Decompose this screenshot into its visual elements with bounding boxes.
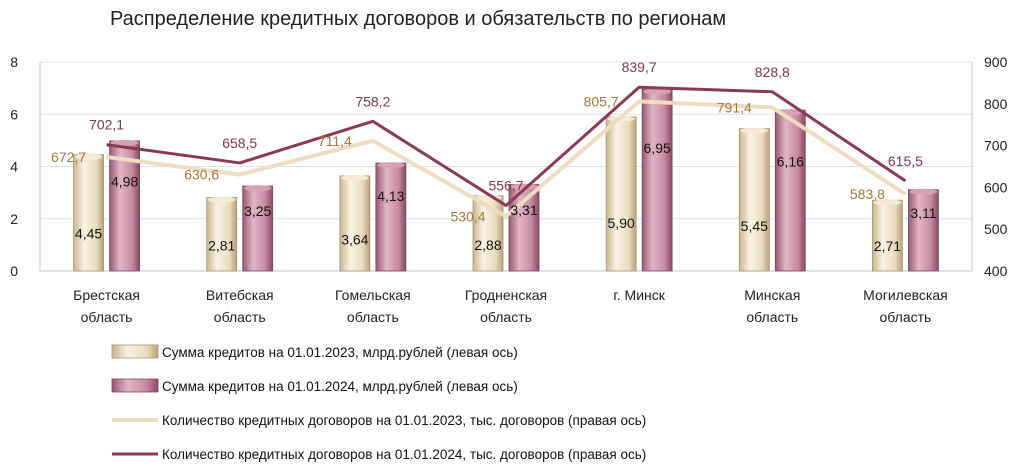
bar-value-label: 3,25 [244, 203, 271, 219]
legend-swatch [111, 378, 159, 393]
bar-value-label: 6,95 [644, 140, 671, 156]
line-value-label: 711,4 [318, 133, 352, 149]
left-tick-label: 0 [10, 263, 18, 279]
bar [872, 199, 903, 272]
legend-label: Сумма кредитов на 01.01.2024, млрд.рубле… [162, 379, 518, 394]
bar-cap [340, 174, 369, 181]
legend: Сумма кредитов на 01.01.2023, млрд.рубле… [111, 344, 646, 462]
left-tick-label: 2 [10, 211, 18, 227]
chart-title: Распределение кредитных договоров и обяз… [110, 8, 726, 30]
line-value-label: 805,7 [584, 93, 619, 109]
category-label: область [746, 309, 798, 325]
bar-cap [740, 127, 769, 134]
category-label: Гродненская [465, 287, 547, 303]
right-tick-label: 600 [984, 179, 1008, 195]
right-tick-label: 900 [984, 54, 1008, 70]
bar-value-label: 2,81 [208, 237, 235, 253]
bar-cap [376, 162, 405, 169]
bar-value-label: 4,98 [111, 173, 138, 189]
line-series-2023 [106, 99, 907, 219]
category-label: Минская [744, 287, 800, 303]
right-tick-label: 700 [984, 138, 1008, 154]
category-label: Брестская [73, 287, 140, 303]
right-tick-label: 400 [984, 263, 1008, 279]
bar [908, 189, 939, 272]
bar-value-label: 5,45 [741, 218, 768, 234]
bar-value-label: 4,45 [75, 225, 102, 241]
legend-swatch [111, 344, 159, 359]
line-value-label: 615,5 [888, 153, 923, 169]
category-label: область [480, 309, 532, 325]
legend-label: Количество кредитных договоров на 01.01.… [162, 447, 646, 462]
line-value-label: 530,4 [450, 208, 485, 224]
legend-label: Сумма кредитов на 01.01.2023, млрд.рубле… [162, 345, 518, 360]
gridlines [40, 61, 972, 272]
legend-label: Количество кредитных договоров на 01.01.… [162, 413, 646, 428]
right-tick-label: 800 [984, 96, 1008, 112]
category-label: область [214, 309, 266, 325]
left-tick-label: 4 [10, 159, 18, 175]
bar-value-label: 6,16 [777, 153, 804, 169]
right-tick-label: 500 [984, 221, 1008, 237]
line-series-2024 [106, 85, 907, 207]
bar-value-label: 2,88 [474, 237, 501, 253]
bar-cap [110, 139, 139, 146]
left-tick-label: 6 [10, 106, 18, 122]
bar [641, 89, 673, 272]
category-label: область [880, 309, 932, 325]
bar [738, 128, 770, 272]
bar-value-label: 3,64 [341, 231, 368, 247]
line-value-label: 702,1 [89, 117, 124, 133]
bar-cap [207, 196, 236, 203]
data-labels: 4,45 2,81 3,64 2,88 5,90 5,45 2,71 4,98 3,25 4,13… [51, 59, 937, 254]
bar [605, 116, 637, 272]
category-label: Витебская [206, 287, 274, 303]
line-value-label: 758,2 [355, 93, 390, 109]
bar-cap [873, 199, 902, 206]
line-value-label: 556,7 [488, 177, 523, 193]
bar-value-label: 3,31 [510, 202, 537, 218]
bar-cap [74, 153, 103, 160]
bar [375, 162, 407, 272]
line-value-label: 828,8 [755, 64, 790, 80]
category-label: область [347, 309, 399, 325]
category-label: область [81, 309, 133, 325]
line-value-label: 839,7 [622, 59, 657, 75]
bar-cap [643, 88, 672, 95]
line-value-label: 658,5 [222, 135, 257, 151]
axes: 0 2 4 6 8 400 500 600 700 800 900 Брестская область В… [10, 54, 1007, 325]
bar-value-label: 5,90 [608, 215, 635, 231]
line-value-label: 791,4 [717, 99, 752, 115]
category-label: г. Минск [613, 287, 665, 303]
bar-value-label: 3,11 [910, 205, 936, 221]
category-label: Могилевская [863, 287, 948, 303]
line-value-label: 672,7 [51, 149, 86, 165]
bar-cap [909, 188, 938, 195]
left-tick-label: 8 [10, 54, 18, 70]
bars [73, 88, 939, 272]
bar [242, 185, 274, 272]
bar [73, 154, 104, 272]
bar-value-label: 2,71 [874, 238, 901, 254]
lines [106, 85, 907, 219]
bar-cap [243, 185, 272, 192]
category-label: Гомельская [335, 287, 411, 303]
line-value-label: 630,6 [184, 167, 219, 183]
bar [774, 109, 806, 272]
bar [206, 197, 238, 272]
bar-value-label: 4,13 [377, 188, 404, 204]
bar [339, 175, 371, 272]
line-value-label: 583,8 [850, 186, 885, 202]
